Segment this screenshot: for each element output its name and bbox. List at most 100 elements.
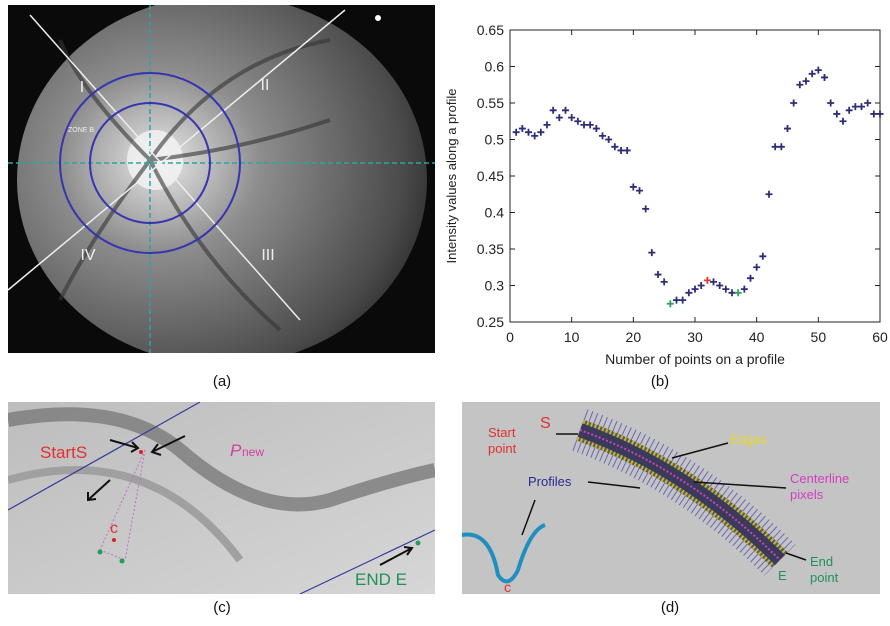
point [611, 143, 618, 150]
start-s: S [540, 415, 551, 432]
point [679, 297, 686, 304]
point [870, 110, 877, 117]
point [722, 286, 729, 293]
point [581, 121, 588, 128]
point [550, 107, 557, 114]
x-tick-label: 60 [872, 329, 888, 345]
point [846, 107, 853, 114]
point [636, 187, 643, 194]
point [556, 114, 563, 121]
point [531, 132, 538, 139]
point [673, 297, 680, 304]
caption: (d) [661, 599, 679, 616]
point [877, 110, 884, 117]
center-label: c [110, 520, 118, 537]
sector-label: IV [80, 247, 95, 264]
point [753, 264, 760, 271]
profiles-label: Profiles [528, 474, 572, 489]
end-label: End [810, 554, 833, 569]
point [587, 121, 594, 128]
figure: I II III IV ZONE B (a) 01020304050600.25… [0, 0, 890, 621]
sector-label: II [261, 77, 270, 94]
y-tick-label: 0.55 [477, 95, 504, 111]
point [735, 289, 742, 296]
pnew-subscript: new [242, 445, 264, 459]
y-tick-label: 0.6 [485, 59, 505, 75]
zone-label: ZONE B [68, 127, 94, 134]
point [525, 129, 532, 136]
point [568, 114, 575, 121]
fundus-image [8, 0, 435, 365]
point [574, 118, 581, 125]
plot-frame [510, 30, 880, 322]
point [519, 125, 526, 132]
point [766, 191, 773, 198]
point [692, 286, 699, 293]
point [513, 129, 520, 136]
end-label: END E [355, 570, 407, 589]
y-tick-label: 0.5 [485, 132, 505, 148]
x-axis-title: Number of points on a profile [605, 351, 785, 367]
pnew-label: P [230, 441, 242, 460]
point [667, 300, 674, 307]
y-tick-label: 0.35 [477, 241, 504, 257]
y-axis-title: Intensity values along a profile [444, 89, 459, 264]
sector-label: III [261, 247, 274, 264]
point [624, 147, 631, 154]
point [698, 282, 705, 289]
point [655, 271, 662, 278]
end-label: point [810, 570, 839, 585]
y-tick-label: 0.65 [477, 22, 504, 38]
start-label: Start [488, 425, 516, 440]
point [803, 78, 810, 85]
x-tick-label: 40 [749, 329, 765, 345]
point [827, 100, 834, 107]
y-tick-label: 0.25 [477, 314, 504, 330]
end-e: E [778, 568, 787, 583]
y-tick-label: 0.3 [485, 278, 505, 294]
point [833, 110, 840, 117]
edges-label: Edges [730, 432, 767, 447]
x-tick-label: 30 [687, 329, 703, 345]
point [562, 107, 569, 114]
point [741, 286, 748, 293]
x-tick-label: 0 [506, 329, 514, 345]
point [796, 81, 803, 88]
sector-label: I [80, 79, 84, 96]
point [759, 253, 766, 260]
point [840, 118, 847, 125]
point [605, 136, 612, 143]
centerline-label: Centerline [790, 471, 849, 486]
point [821, 74, 828, 81]
y-tick-label: 0.4 [485, 205, 505, 221]
point [618, 147, 625, 154]
caption: (c) [213, 599, 231, 616]
point [661, 278, 668, 285]
point [710, 278, 717, 285]
start-label: StartS [40, 443, 87, 462]
point [778, 143, 785, 150]
x-tick-label: 10 [564, 329, 580, 345]
vessel-image [8, 402, 435, 594]
center-label: c [504, 579, 511, 595]
point [772, 143, 779, 150]
point [790, 100, 797, 107]
point [729, 289, 736, 296]
point [648, 249, 655, 256]
point [858, 103, 865, 110]
point [537, 129, 544, 136]
point [642, 205, 649, 212]
point [599, 132, 606, 139]
point [852, 103, 859, 110]
point [593, 125, 600, 132]
x-tick-label: 20 [626, 329, 642, 345]
point [630, 183, 637, 190]
point [747, 275, 754, 282]
point [685, 289, 692, 296]
point [815, 67, 822, 74]
x-tick-label: 50 [811, 329, 827, 345]
point [809, 70, 816, 77]
centerline-label: pixels [790, 487, 824, 502]
point [704, 277, 711, 284]
